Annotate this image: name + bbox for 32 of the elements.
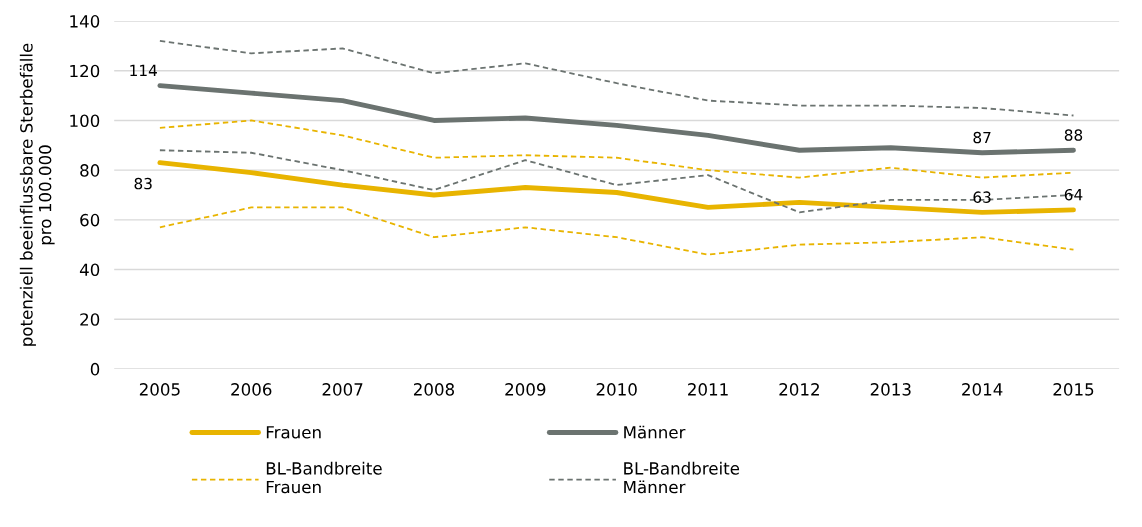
line-series	[158, 40, 1075, 117]
y-tick-label: 80	[80, 164, 100, 177]
y-tick-label: 60	[80, 213, 100, 227]
x-tick-label: 2013	[870, 383, 911, 396]
y-tick-label: 0	[90, 362, 100, 376]
legend-label: Frauen	[266, 426, 321, 439]
legend-label: BL-Bandbreite Männer	[624, 461, 740, 494]
data-label: 87	[973, 131, 991, 144]
y-tick-label: 100	[70, 114, 100, 128]
x-tick-label: 2009	[505, 383, 546, 396]
x-tick-label: 2014	[962, 383, 1003, 396]
y-tick-label: 120	[70, 64, 100, 78]
data-label: 114	[130, 64, 157, 76]
x-tick-label: 2012	[779, 383, 819, 396]
y-tick-label: 140	[70, 15, 100, 28]
x-tick-label: 2015	[1053, 383, 1094, 396]
data-label: 88	[1064, 129, 1083, 141]
y-axis-title: potenziell beeinflussbare Sterbefälle pro 100.000	[19, 43, 55, 346]
x-tick-label: 2011	[688, 383, 728, 396]
x-tick-label: 2005	[139, 383, 180, 396]
x-tick-label: 2008	[413, 383, 455, 396]
x-tick-label: 2006	[231, 383, 272, 396]
x-tick-label: 2007	[322, 383, 363, 396]
y-tick-label: 20	[80, 313, 100, 326]
y-tick-label: 40	[79, 263, 100, 277]
legend-label: Männer	[624, 425, 686, 439]
data-label: 64	[1064, 188, 1083, 201]
x-tick-label: 2010	[596, 383, 637, 396]
line-series	[158, 206, 1075, 256]
data-label: 83	[134, 177, 152, 190]
legend-label: BL-Bandbreite Frauen	[266, 461, 382, 494]
data-label: 63	[973, 191, 991, 203]
